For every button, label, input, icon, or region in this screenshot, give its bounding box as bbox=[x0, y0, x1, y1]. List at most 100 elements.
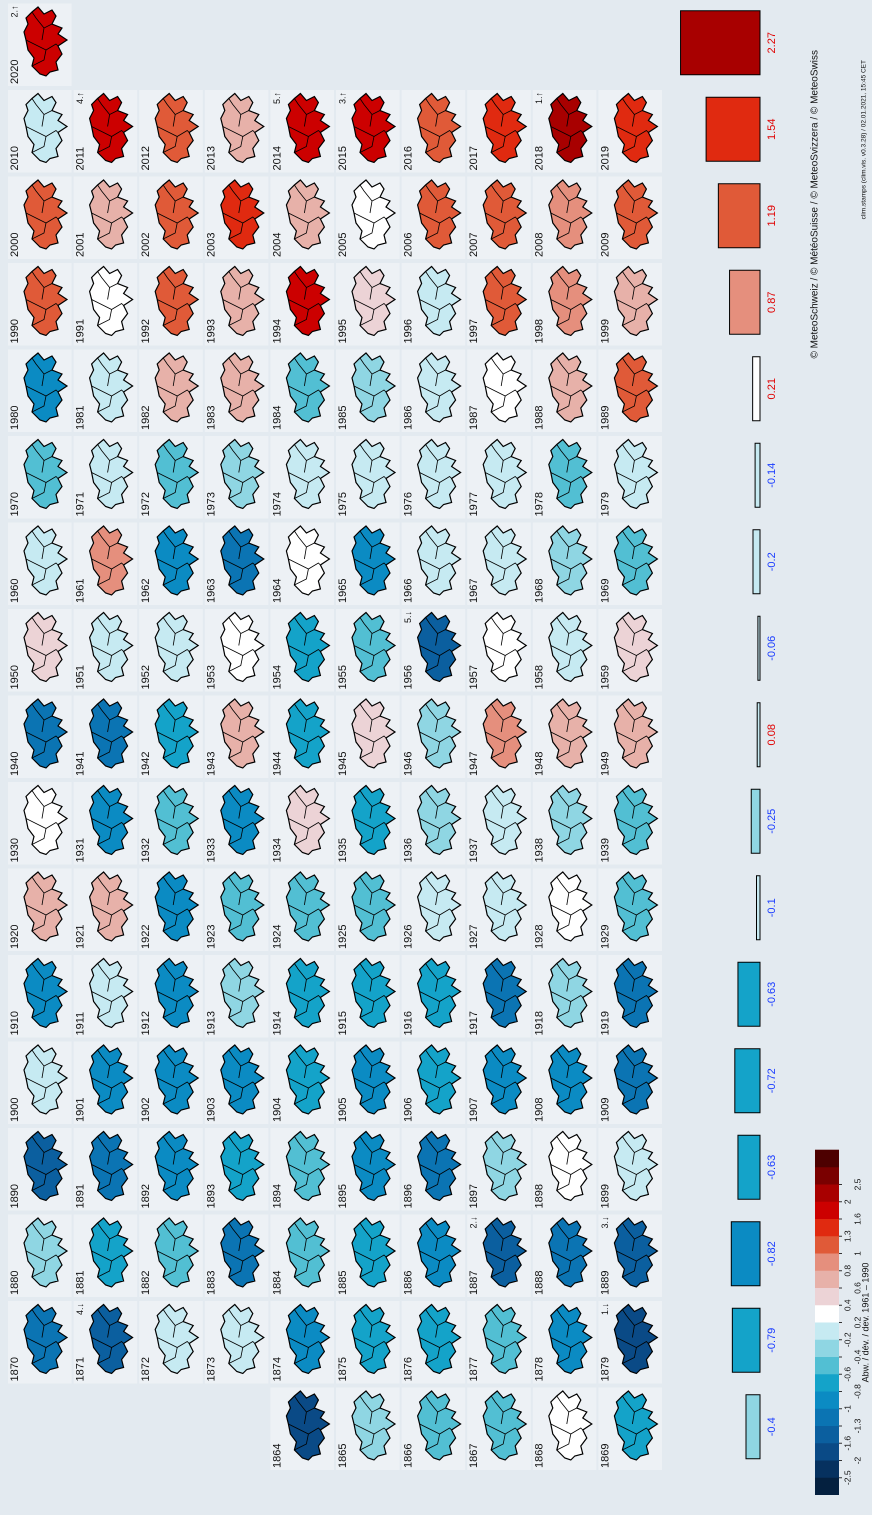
year-cell: 2008 bbox=[532, 176, 597, 259]
map-border bbox=[353, 299, 375, 326]
map-border bbox=[490, 444, 504, 461]
map-border bbox=[490, 1049, 504, 1067]
map-border bbox=[45, 389, 59, 397]
map bbox=[88, 92, 134, 164]
map-border bbox=[359, 703, 373, 721]
year-cell: 1900 bbox=[8, 1041, 72, 1124]
year-cell: 1906 bbox=[401, 1041, 466, 1124]
colorbar-swatch bbox=[815, 1391, 839, 1409]
year-cell: 1999 bbox=[598, 263, 663, 346]
map-border bbox=[97, 98, 110, 115]
year-label: 2012 bbox=[140, 146, 152, 170]
map-border bbox=[31, 1136, 45, 1153]
year-label: 1981 bbox=[75, 406, 87, 430]
decade-bar bbox=[734, 1048, 761, 1114]
map-border bbox=[31, 530, 45, 548]
year-cell: 1951 bbox=[73, 609, 138, 692]
map-border bbox=[556, 617, 570, 634]
year-cell: 1990 bbox=[8, 263, 72, 346]
colorbar-tick-label: -2.5 bbox=[842, 1470, 852, 1485]
year-label: 1907 bbox=[468, 1098, 480, 1122]
map-border bbox=[228, 184, 242, 202]
map-border bbox=[111, 1167, 124, 1175]
map-border bbox=[222, 904, 244, 932]
map-border bbox=[622, 963, 635, 980]
map-border bbox=[162, 790, 176, 807]
year-cell: 1918 bbox=[532, 955, 597, 1038]
map-border bbox=[504, 821, 518, 829]
map-border bbox=[616, 212, 637, 240]
map-border bbox=[359, 444, 373, 461]
map-border bbox=[622, 1136, 635, 1153]
year-cell: 1952 bbox=[139, 609, 203, 692]
map-border bbox=[616, 645, 637, 672]
year-label: 1917 bbox=[468, 1011, 480, 1035]
decade-bar bbox=[752, 529, 761, 595]
map-border bbox=[242, 1081, 256, 1089]
map-border bbox=[25, 126, 47, 153]
map-border bbox=[31, 1309, 45, 1326]
map-border bbox=[490, 1309, 504, 1326]
map-border bbox=[294, 617, 307, 634]
map bbox=[285, 871, 331, 942]
map-border bbox=[222, 385, 244, 413]
map-border bbox=[570, 1167, 584, 1175]
year-label: 1949 bbox=[599, 752, 611, 776]
map-border bbox=[111, 389, 124, 397]
year-label: 1867 bbox=[468, 1444, 480, 1468]
year-label: 1902 bbox=[140, 1098, 152, 1122]
rank-label: 4.↑ bbox=[75, 92, 85, 104]
map bbox=[351, 698, 397, 769]
map-border bbox=[504, 1167, 518, 1175]
map-border bbox=[490, 703, 504, 721]
rank-label: 5.↓ bbox=[403, 611, 413, 623]
year-cell: 1883 bbox=[204, 1214, 269, 1297]
map-border bbox=[25, 904, 47, 932]
map-border bbox=[419, 299, 441, 326]
map bbox=[88, 1217, 134, 1288]
map bbox=[613, 92, 659, 164]
year-label: 1886 bbox=[403, 1271, 415, 1295]
map-border bbox=[570, 1340, 584, 1348]
year-cell: 1985 bbox=[336, 349, 400, 432]
year-label: 2015 bbox=[337, 146, 349, 170]
year-cell: 1896 bbox=[401, 1128, 466, 1211]
decade-bar bbox=[745, 1394, 761, 1460]
colorbar-tick-label: 1.6 bbox=[852, 1213, 862, 1225]
map bbox=[23, 871, 69, 942]
year-label: 1900 bbox=[9, 1098, 21, 1122]
colorbar-swatch bbox=[815, 1149, 839, 1168]
map-border bbox=[45, 129, 59, 137]
map-border bbox=[176, 129, 190, 137]
map-border bbox=[622, 1049, 635, 1067]
decade-label: -0.82 bbox=[766, 1241, 778, 1266]
map bbox=[613, 1130, 659, 1202]
map-border bbox=[111, 821, 124, 829]
year-cell: 1940 bbox=[8, 695, 72, 778]
colorbar-tick-label: -1.3 bbox=[852, 1418, 862, 1433]
year-cell: 2001 bbox=[73, 176, 138, 259]
map-border bbox=[425, 1309, 438, 1326]
map-border bbox=[97, 790, 110, 807]
year-cell: 1928 bbox=[532, 868, 597, 951]
map bbox=[220, 611, 265, 683]
year-cell: 1924 bbox=[270, 868, 334, 951]
map-border bbox=[308, 562, 321, 570]
map bbox=[482, 352, 528, 423]
map-border bbox=[419, 904, 441, 932]
map-border bbox=[359, 790, 373, 807]
map-border bbox=[373, 1081, 387, 1089]
year-label: 1983 bbox=[206, 406, 218, 430]
map-border bbox=[242, 302, 256, 310]
map bbox=[482, 784, 528, 856]
year-cell: 1913 bbox=[204, 955, 269, 1038]
map-border bbox=[45, 1081, 59, 1089]
year-cell: 1880 bbox=[8, 1214, 72, 1297]
year-cell: 1996 bbox=[401, 263, 466, 346]
map bbox=[482, 525, 528, 596]
colorbar-swatch bbox=[815, 1235, 839, 1254]
map-border bbox=[490, 617, 504, 634]
colorbar-label: Abw. / dév. / dev. 1961 – 1990 bbox=[860, 1263, 870, 1383]
year-cell: 1932 bbox=[139, 782, 203, 865]
year-cell: 2014 5.↑ bbox=[270, 90, 334, 173]
